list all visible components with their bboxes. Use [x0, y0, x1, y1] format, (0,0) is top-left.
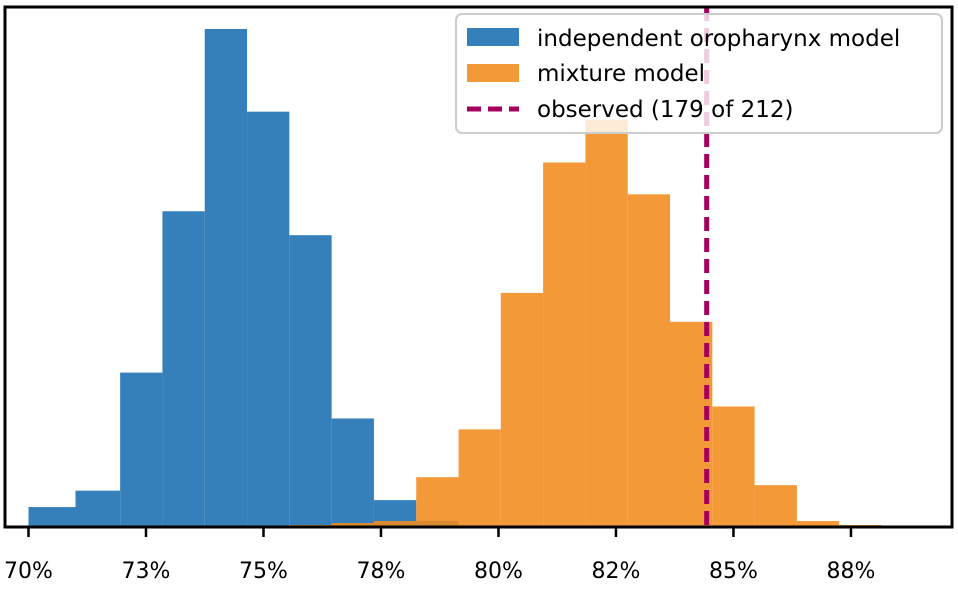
bar-series-1-bin-11: [754, 485, 797, 527]
bar-series-0-bin-0: [28, 507, 76, 527]
plot-frame: [3, 5, 954, 529]
bar-series-0-bin-6: [289, 235, 332, 527]
x-tick-label: 88%: [827, 559, 876, 584]
bar-series-1-bin-7: [585, 119, 628, 528]
bar-series-1-bin-4: [458, 429, 501, 527]
x-tick-label: 82%: [592, 559, 641, 584]
legend-label-observed: observed (179 of 212): [537, 97, 793, 123]
bar-series-1-bin-5: [500, 292, 544, 527]
bar-series-1-bin-8: [627, 194, 671, 527]
bar-series-0-bin-1: [75, 490, 121, 527]
legend-label-mixture: mixture model: [537, 61, 705, 87]
x-tick-label: 75%: [239, 559, 288, 584]
x-tick-label: 73%: [122, 559, 171, 584]
bar-series-1-bin-12: [796, 521, 840, 527]
bar-series-1-bin-10: [712, 406, 755, 527]
bar-series-0-bin-4: [204, 29, 248, 527]
bar-series-1-bin-2: [373, 521, 417, 527]
x-tick-label: 80%: [474, 559, 523, 584]
bar-series-0-bin-3: [162, 211, 205, 527]
bar-series-0-bin-7: [331, 418, 374, 527]
bar-series-1-bin-1: [331, 523, 374, 527]
bar-series-0-bin-5: [247, 111, 290, 527]
legend-label-independent: independent oropharynx model: [537, 26, 900, 52]
bars-layer: [28, 29, 882, 528]
bar-series-1-bin-6: [543, 162, 586, 528]
x-tick-label: 70%: [4, 559, 53, 584]
x-tick-label: 78%: [357, 559, 406, 584]
legend-box: [455, 13, 943, 134]
legend-swatch-mixture: [467, 64, 519, 82]
legend-swatch-independent: [467, 28, 519, 46]
bar-series-0-bin-2: [120, 372, 163, 527]
x-axis-ticks: 70% 73% 75% 78% 80% 82% 85% 88%: [4, 527, 875, 584]
legend: independent oropharynx model mixture mod…: [455, 13, 943, 134]
bar-series-1-bin-3: [416, 477, 459, 527]
x-tick-label: 85%: [709, 559, 758, 584]
